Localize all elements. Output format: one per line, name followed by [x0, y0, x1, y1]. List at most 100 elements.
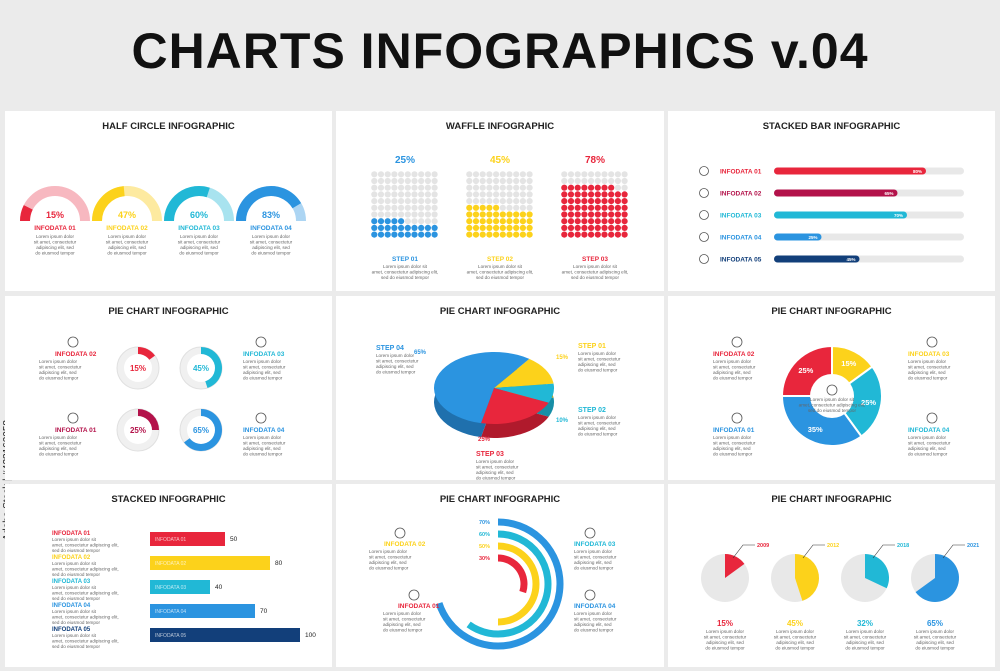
waffle-cell — [588, 198, 595, 205]
waffle-cell — [371, 177, 378, 185]
category-label: INFODATA 05 — [720, 257, 762, 264]
waffle-cell — [567, 184, 575, 191]
panel-stacked-bar: STACKED BAR INFOGRAPHIC INFODATA 01 80% IN… — [668, 111, 995, 291]
waffle-cell — [384, 204, 391, 211]
lorem-text: sit amet, consectetur — [34, 240, 77, 245]
waffle-cell — [404, 171, 411, 178]
waffle-cell — [479, 191, 486, 198]
bar-value — [774, 189, 898, 197]
waffle-cell — [391, 204, 398, 211]
lorem-text: adipiscing elit, sed — [369, 560, 407, 565]
waffle-cell — [479, 204, 486, 211]
value-label: 47% — [118, 210, 136, 220]
waffle-cell — [581, 231, 588, 238]
lorem-text: amet, consectetur adipiscing elit, — [372, 270, 439, 275]
category-label: STEP 02 — [487, 256, 513, 263]
waffle-cell — [391, 171, 398, 178]
value-label: 80 — [275, 560, 283, 567]
waffle-cell — [404, 184, 411, 191]
lorem-text: Lorem ipsum dolor — [243, 359, 282, 364]
panel-title: PIE CHART INFOGRAPHIC — [439, 306, 561, 317]
panel-years: PIE CHART INFOGRAPHIC 2009 15% Lorem ipsum… — [668, 484, 995, 667]
value-label: 10% — [556, 418, 569, 424]
value-label: 50% — [479, 544, 490, 550]
waffle-cell — [371, 231, 378, 238]
bar-value — [774, 167, 926, 175]
waffle-cell — [479, 218, 486, 225]
waffle-cell — [377, 204, 385, 211]
category-label: INFODATA 04 — [720, 235, 762, 242]
waffle-cell — [411, 171, 418, 178]
category-label: STEP 03 — [476, 451, 504, 458]
waffle-cell — [621, 184, 628, 191]
waffle-cell — [398, 191, 405, 198]
waffle-cell — [574, 184, 581, 191]
waffle-cell — [513, 191, 520, 198]
ring-slice — [780, 395, 863, 447]
waffle-cell — [424, 191, 431, 198]
lorem-text: sit amet, consectetur — [578, 421, 621, 426]
year-label: 2018 — [897, 543, 909, 549]
lorem-text: adipiscing elit, sed — [39, 446, 77, 451]
waffle-cell — [479, 231, 486, 238]
waffle-cell — [391, 224, 398, 231]
lorem-text: Lorem ipsum dolor — [36, 234, 75, 239]
waffle-cell — [574, 171, 581, 178]
panel-title: STACKED BAR INFOGRAPHIC — [762, 121, 901, 132]
category-label: INFODATA 04 — [574, 603, 616, 610]
lorem-text: adipiscing elit, sed — [108, 245, 146, 250]
waffle-cell — [594, 224, 601, 231]
line-icon — [584, 527, 596, 539]
waffle-cell — [519, 198, 526, 205]
waffle-cell — [588, 204, 595, 211]
waffle-cell — [506, 191, 513, 198]
waffle-cell — [486, 171, 493, 178]
lorem-text: Lorem ipsum dolor — [39, 359, 78, 364]
waffle-cell — [621, 191, 628, 198]
arc-value — [497, 554, 528, 594]
waffle-cell — [561, 191, 568, 198]
waffle-cell — [384, 211, 391, 218]
donut-hole — [187, 354, 215, 382]
waffle-cell — [513, 177, 520, 185]
waffle-cell — [424, 177, 431, 185]
waffle-cell — [506, 231, 513, 238]
waffle-cell — [486, 177, 493, 185]
lorem-text: sit amet, consectetur — [713, 441, 756, 446]
waffle-cell — [581, 184, 588, 191]
lorem-text: amet, consectetur adipiscing elit, — [52, 639, 119, 644]
waffle-cell — [466, 177, 473, 185]
waffle-cell — [614, 218, 621, 225]
waffle-cell — [499, 218, 506, 225]
lorem-text: amet, consectetur adipiscing elit, — [467, 270, 534, 275]
waffle-cell — [581, 198, 588, 205]
waffle-cell — [526, 231, 533, 238]
waffle-cell — [601, 211, 608, 218]
value-label: 70% — [479, 520, 490, 526]
waffle-cell — [526, 191, 533, 198]
ring-center — [810, 374, 854, 418]
waffle-cell — [493, 218, 500, 225]
waffle-cell — [621, 198, 628, 205]
lorem-text: adipiscing elit, sed — [252, 245, 290, 250]
line-icon — [731, 336, 743, 348]
waffle-cell — [391, 177, 398, 185]
waffle-cell — [377, 184, 385, 191]
waffle-cell — [574, 218, 581, 225]
waffle-cell — [418, 198, 425, 205]
waffle-cell — [614, 171, 621, 178]
lorem-text: sed do eiusmod tempor — [52, 572, 100, 577]
waffle-cell — [526, 171, 533, 178]
lorem-text: sit amet, consectetur — [243, 365, 286, 370]
waffle-cell — [506, 224, 513, 231]
waffle-cell — [594, 177, 601, 185]
waffle-cell — [506, 177, 513, 185]
waffle-cell — [601, 218, 608, 225]
waffle-cell — [431, 184, 438, 191]
category-label: INFODATA 01 — [398, 603, 440, 610]
lorem-text: sed do eiusmod tempor — [52, 596, 100, 601]
waffle-cell — [608, 218, 615, 225]
waffle-cell — [431, 218, 438, 225]
